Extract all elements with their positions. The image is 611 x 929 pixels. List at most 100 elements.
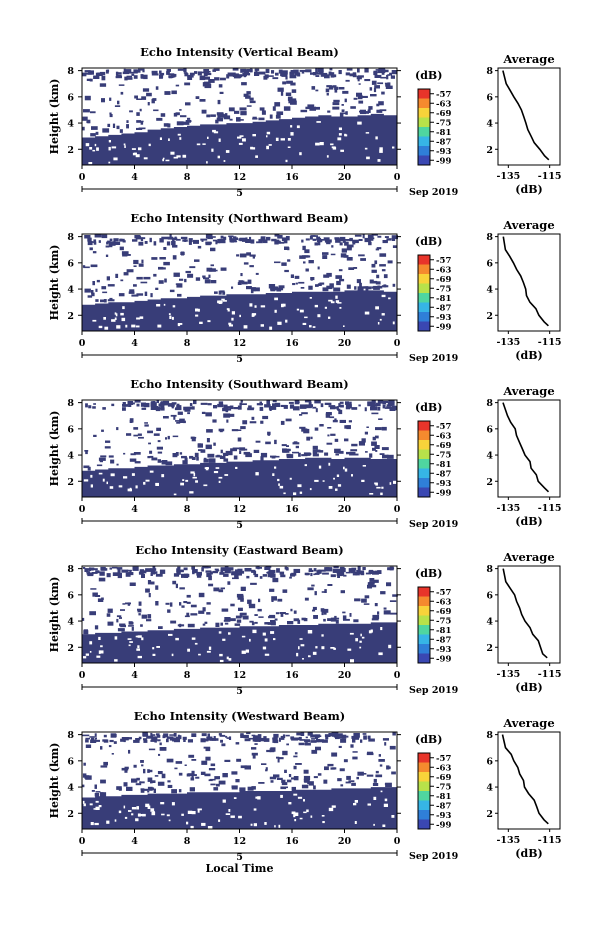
echo-patch [166,758,174,763]
echo-patch [82,784,85,788]
echo-patch [206,612,211,615]
echo-patch [386,582,392,587]
echo-gap [368,630,372,634]
echo-gap [197,809,200,813]
echo-patch [175,84,180,87]
echo-gap [217,155,220,159]
echo-gap [379,149,383,153]
echo-gap [383,803,388,807]
echo-gap [253,808,257,811]
echo-patch [85,403,88,408]
echo-patch [240,426,246,430]
echo-patch [281,782,288,786]
echo-patch [177,68,184,71]
profile-x-tick-label: -115 [538,503,562,514]
echo-patch [373,71,378,76]
echo-gap [123,476,128,479]
echo-gap [331,805,336,808]
echo-patch [313,615,318,619]
echo-patch [231,286,234,289]
echo-patch [98,240,101,243]
echo-patch [248,602,252,606]
echo-patch [185,270,191,274]
colorbar-swatch [418,653,430,664]
echo-gap [190,825,194,829]
echo-patch [353,619,359,623]
echo-patch [150,405,156,410]
echo-patch [240,733,244,737]
profile-frame [497,731,561,830]
echo-patch [157,734,161,738]
echo-patch [271,596,277,601]
y-tick-label: 4 [67,617,74,628]
echo-patch [167,236,174,240]
echo-patch [158,753,161,756]
echo-patch [308,260,314,264]
echo-patch [221,743,226,747]
echo-patch [251,786,256,790]
echo-gap [213,471,219,474]
echo-gap [282,303,286,307]
echo-gap [100,645,103,648]
echo-patch [143,738,147,741]
echo-gap [242,138,246,142]
echo-gap [365,132,370,134]
echo-patch [319,450,324,453]
echo-patch [274,739,279,744]
echo-patch [235,615,242,619]
echo-patch [389,72,392,76]
echo-patch [99,460,103,463]
echo-gap [303,811,307,814]
echo-patch [343,574,347,577]
echo-gap [344,468,348,472]
echo-patch [312,453,319,457]
colorbar-tick-label: -75 [436,782,451,792]
echo-patch [381,285,389,288]
echo-patch [356,776,359,780]
echo-patch [359,282,362,288]
echo-patch [139,108,142,112]
echo-patch [217,99,221,105]
echo-patch [254,743,258,745]
echo-gap [168,138,170,141]
echo-patch [144,422,148,424]
profile-title: Average [502,384,554,398]
echo-patch [226,567,234,571]
y-axis-label: Height (km) [48,411,61,487]
echo-patch [122,402,126,404]
colorbar-swatch [418,606,430,616]
echo-patch [224,617,231,621]
x-tick-label: 4 [131,172,138,183]
echo-patch [315,75,320,77]
echo-patch [224,569,231,572]
echo-patch [109,297,113,301]
echo-patch [210,264,214,267]
echo-patch [365,572,371,575]
echo-patch [176,421,181,424]
echo-patch [191,770,195,775]
echo-patch [175,761,183,764]
echo-patch [233,455,238,460]
echo-patch [338,733,343,737]
echo-patch [312,449,318,454]
echo-patch [143,570,147,574]
echo-patch [369,581,374,586]
echo-patch [215,240,218,245]
echo-patch [329,416,335,419]
echo-gap [135,325,140,328]
echo-gap [318,465,322,469]
echo-patch [201,733,207,737]
echo-patch [223,619,231,622]
echo-patch [368,236,374,241]
colorbar-tick-label: -93 [436,645,451,655]
echo-patch [265,769,268,772]
echo-patch [139,569,145,573]
echo-patch [159,70,162,74]
echo-patch [371,400,376,403]
echo-gap [90,484,93,488]
colorbar-tick-label: -63 [436,763,451,773]
echo-patch [126,786,133,791]
echo-gap [182,154,187,158]
colorbar-tick-label: -81 [436,626,451,636]
